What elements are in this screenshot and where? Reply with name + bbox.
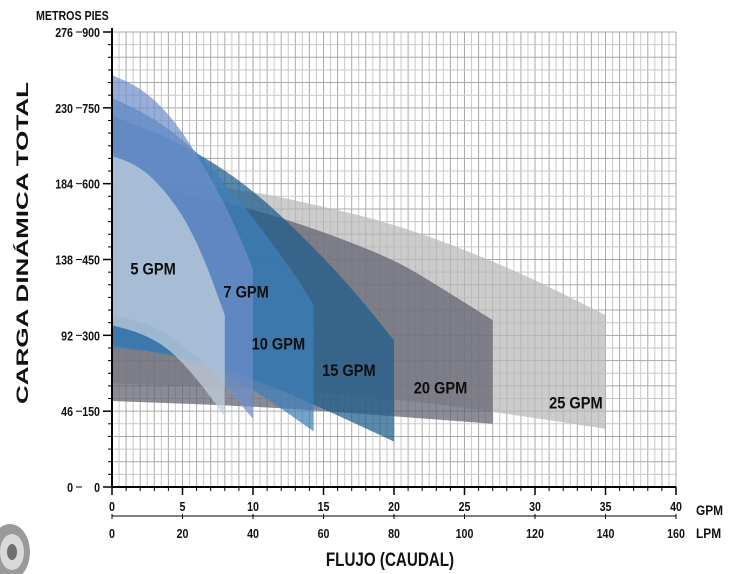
y-axis-title: CARGA DINÁMICA TOTAL	[13, 82, 32, 404]
y-tick-label-meters: 276	[55, 25, 73, 40]
series-label: 5 GPM	[130, 261, 175, 279]
series-label: 15 GPM	[322, 362, 376, 380]
y-tick-label-meters: 184	[55, 177, 73, 192]
x-unit-gpm: GPM	[696, 502, 723, 518]
y-axis-title-wrap: CARGA DINÁMICA TOTAL	[13, 82, 32, 404]
x-tick-label-gpm: 15	[318, 499, 330, 514]
x-tick-label-gpm: 20	[388, 499, 400, 514]
x-tick-label-gpm: 5	[180, 499, 186, 514]
y-tick-label-feet: 150	[82, 404, 100, 419]
series-layer	[112, 74, 606, 442]
y-tick-label-feet: 450	[82, 252, 100, 267]
series-area-5-gpm	[112, 155, 225, 417]
y-unit-labels: METROS PIES	[36, 8, 109, 23]
x-tick-label-lpm: 140	[597, 526, 615, 541]
y-tick-label-meters: 46	[61, 404, 73, 419]
x-tick-label-gpm: 10	[247, 499, 259, 514]
series-label: 20 GPM	[414, 380, 468, 398]
x-tick-label-lpm: 20	[177, 526, 189, 541]
y-tick-label-meters: 92	[61, 328, 73, 343]
x-tick-label-lpm: 160	[667, 526, 685, 541]
x-tick-label-lpm: 40	[247, 526, 259, 541]
x-axis-title: FLUJO (CAUDAL)	[326, 548, 454, 570]
y-tick-label-meters: 138	[55, 252, 73, 267]
x-tick-label-gpm: 35	[600, 499, 612, 514]
x-tick-label-lpm: 120	[526, 526, 544, 541]
y-tick-label-feet: 900	[82, 25, 100, 40]
series-label: 25 GPM	[549, 395, 603, 413]
series-label: 7 GPM	[223, 283, 268, 301]
axes: 0015046300924501386001847502309002760052…	[0, 8, 723, 574]
y-tick-label-feet: 750	[82, 101, 100, 116]
y-tick-label-feet: 300	[82, 328, 100, 343]
series-label: 10 GPM	[252, 336, 306, 354]
x-tick-label-lpm: 100	[456, 526, 474, 541]
x-tick-label-gpm: 30	[529, 499, 541, 514]
x-unit-lpm: LPM	[696, 525, 721, 541]
y-tick-label-feet: 600	[82, 177, 100, 192]
y-tick-label-feet: 0	[94, 480, 100, 495]
pump-core	[7, 544, 17, 560]
x-tick-label-lpm: 80	[388, 526, 400, 541]
x-tick-label-lpm: 60	[318, 526, 330, 541]
x-tick-label-gpm: 40	[670, 499, 682, 514]
x-tick-label-lpm: 0	[109, 526, 115, 541]
y-tick-label-meters: 230	[55, 101, 73, 116]
series-labels: 25 GPM 20 GPM 15 GPM 10 GPM 7 GPM 5 GPM	[130, 261, 602, 413]
y-tick-label-meters: 0	[67, 480, 73, 495]
x-tick-label-gpm: 0	[109, 499, 115, 514]
pump-image	[0, 524, 30, 574]
x-tick-label-gpm: 25	[459, 499, 471, 514]
